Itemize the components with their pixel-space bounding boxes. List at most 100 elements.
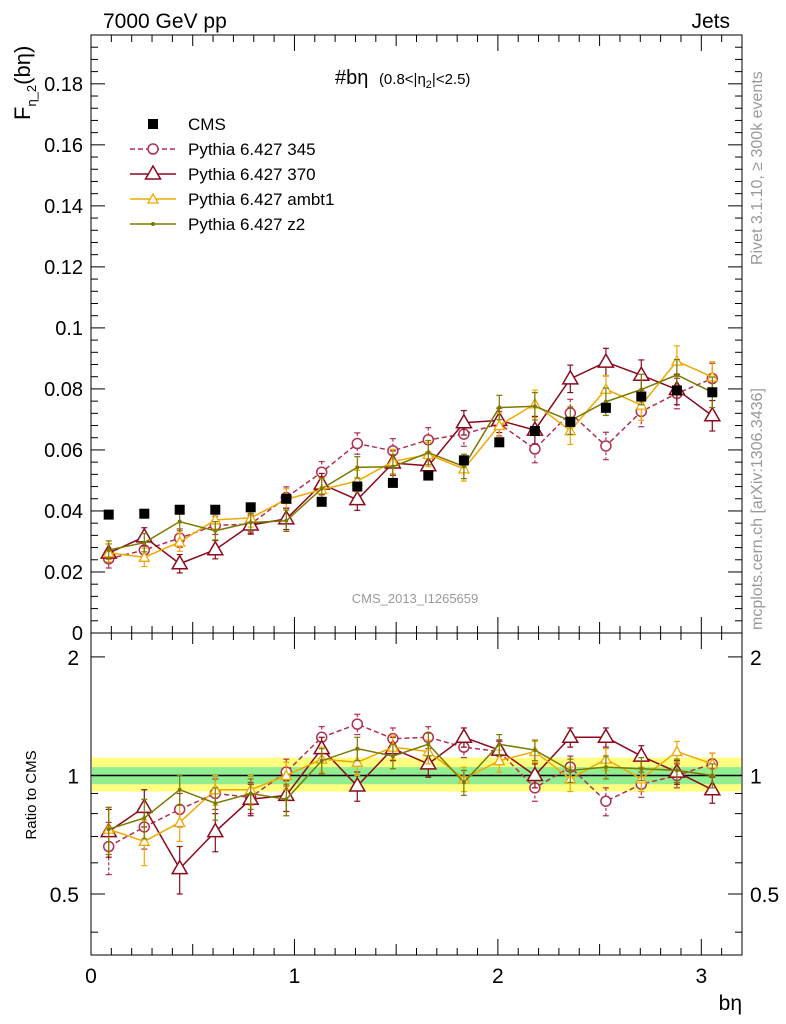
y-tick-label: 0.06 bbox=[44, 440, 83, 462]
cms-marker bbox=[316, 496, 327, 507]
z2-marker bbox=[248, 520, 253, 525]
p370-marker bbox=[170, 859, 189, 875]
cms-marker bbox=[352, 481, 363, 492]
z2-marker bbox=[710, 773, 715, 778]
z2-marker bbox=[106, 827, 111, 832]
y-tick-label: 0.12 bbox=[44, 257, 83, 279]
header-right: Jets bbox=[691, 10, 730, 33]
z2-marker bbox=[142, 815, 147, 820]
y-tick-label: 0.18 bbox=[44, 74, 83, 96]
cms-marker bbox=[636, 391, 647, 402]
p370-marker bbox=[526, 765, 544, 782]
cms-marker bbox=[174, 504, 185, 515]
ratio-y-tick-label-right: 0.5 bbox=[750, 884, 779, 907]
p345-marker bbox=[600, 440, 612, 452]
x-tick-label: 0 bbox=[85, 965, 97, 988]
ratio-y-tick-label-right: 1 bbox=[750, 765, 762, 788]
cms-marker bbox=[494, 437, 505, 448]
z2-marker bbox=[461, 464, 466, 469]
plot-title-main: #bη bbox=[335, 67, 368, 89]
z2-marker bbox=[284, 797, 289, 802]
ambt1-marker bbox=[173, 816, 186, 828]
p370-line bbox=[108, 361, 713, 565]
y-tick-label: 0.16 bbox=[44, 135, 83, 157]
ambt1-marker bbox=[670, 745, 684, 757]
cms-marker bbox=[210, 504, 221, 515]
y-tick-label: 0.02 bbox=[44, 562, 83, 584]
z2-line bbox=[108, 374, 713, 551]
cms-marker bbox=[707, 387, 718, 398]
y-tick-label: 0.04 bbox=[44, 501, 83, 523]
z2-marker bbox=[177, 787, 182, 792]
mcplots-label: mcplots.cern.ch [arXiv:1306.3436] bbox=[749, 388, 766, 630]
y-tick-label: 0 bbox=[72, 623, 83, 645]
analysis-watermark: CMS_2013_I1265659 bbox=[352, 591, 479, 606]
z2-marker bbox=[532, 748, 537, 753]
ambt1-marker bbox=[146, 192, 160, 204]
p370-marker bbox=[597, 352, 615, 368]
ambt1-marker bbox=[280, 769, 293, 781]
z2-marker bbox=[603, 765, 608, 770]
z2-marker bbox=[390, 464, 395, 469]
ratio-y-tick-label: 2 bbox=[67, 647, 79, 670]
z2-marker bbox=[674, 768, 679, 773]
main-ylabel-tail: (bη) bbox=[10, 46, 35, 85]
cms-marker bbox=[245, 502, 256, 513]
p345-marker bbox=[351, 718, 364, 730]
p370-marker bbox=[455, 413, 473, 429]
legend-label: CMS bbox=[188, 115, 226, 134]
main-panel: 0 0.02 0.04 0.06 0.08 0.1 0.12 0.14 0.16 0.18 bbox=[44, 34, 743, 645]
p370-marker bbox=[348, 776, 367, 792]
p370-line bbox=[108, 736, 713, 870]
y-tick-label: 0.14 bbox=[44, 196, 83, 218]
legend: CMS Pythia 6.427 345 Pythia 6.427 370 Pythi… bbox=[130, 115, 334, 234]
cms-marker bbox=[139, 508, 150, 519]
ratio-y-tick-label: 1 bbox=[67, 765, 79, 788]
x-tick-label: 2 bbox=[492, 965, 504, 988]
z2-marker bbox=[426, 742, 431, 747]
rivet-label: Rivet 3.1.10, ≥ 300k events bbox=[749, 71, 766, 265]
z2-marker bbox=[151, 222, 155, 226]
z2-marker bbox=[284, 518, 289, 523]
z2-marker bbox=[213, 528, 218, 533]
z2-marker bbox=[213, 801, 218, 806]
p370-marker bbox=[144, 164, 162, 180]
p370-marker bbox=[455, 727, 473, 744]
cms-marker bbox=[565, 416, 576, 427]
z2-line bbox=[108, 743, 713, 830]
ambt1-marker bbox=[173, 535, 186, 547]
legend-label: Pythia 6.427 z2 bbox=[188, 215, 305, 234]
x-tick-label: 3 bbox=[695, 965, 707, 988]
cms-marker bbox=[600, 402, 611, 413]
plot-title: #bη (0.8<|η2|<2.5) bbox=[335, 67, 470, 91]
p370-marker bbox=[348, 490, 367, 506]
ambt1-line bbox=[108, 360, 713, 559]
p370-marker bbox=[170, 554, 189, 570]
plot-title-sub-index: 2 bbox=[426, 79, 432, 91]
z2-marker bbox=[355, 746, 360, 751]
x-axis-label: bη bbox=[719, 992, 742, 1015]
p370-marker bbox=[703, 406, 722, 422]
ambt1-line bbox=[108, 746, 713, 843]
p370-marker bbox=[206, 540, 225, 556]
x-tick-label: 1 bbox=[289, 965, 301, 988]
z2-marker bbox=[639, 766, 644, 771]
ratio-y-tick-label-right: 2 bbox=[750, 647, 762, 670]
z2-marker bbox=[674, 372, 679, 377]
y-tick-label: 0.1 bbox=[55, 318, 83, 340]
legend-label: Pythia 6.427 ambt1 bbox=[188, 190, 334, 209]
p345-marker bbox=[147, 143, 159, 155]
cms-marker bbox=[671, 385, 682, 396]
p370-marker bbox=[561, 727, 580, 744]
p345-line bbox=[108, 377, 713, 560]
legend-label: Pythia 6.427 345 bbox=[188, 140, 316, 159]
z2-marker bbox=[497, 405, 502, 410]
p345-marker bbox=[600, 795, 612, 807]
cms-marker bbox=[281, 493, 292, 504]
z2-marker bbox=[319, 758, 324, 763]
header-left: 7000 GeV pp bbox=[103, 10, 227, 33]
ambt1-marker bbox=[493, 419, 506, 431]
z2-marker bbox=[568, 768, 573, 773]
ambt1-marker bbox=[138, 835, 151, 847]
p370-marker bbox=[597, 727, 615, 744]
